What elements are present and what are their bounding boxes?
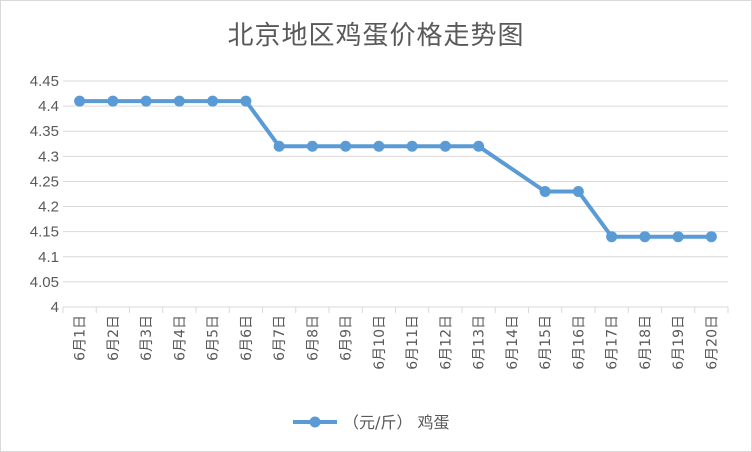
x-tick-label: 6月9日 [339, 315, 355, 361]
data-point [439, 140, 451, 152]
data-point [572, 185, 584, 197]
y-tick-label: 4.2 [38, 199, 59, 216]
data-point [340, 140, 352, 152]
y-tick-label: 4.25 [30, 173, 59, 190]
x-axis: 6月1日 6月2日 6月3日 6月4日 6月5日 6月6日 6月7日 6月8日 6月9日 6月10… [62, 307, 729, 370]
x-tick-label: 6月17日 [605, 315, 621, 370]
x-tick-label: 6月4日 [172, 315, 188, 361]
x-tick-label: 6月18日 [638, 315, 654, 370]
data-point [107, 95, 119, 107]
x-tick-label: 6月19日 [671, 315, 687, 370]
series [74, 95, 717, 243]
legend-label: （元/斤） 鸡蛋 [343, 413, 449, 432]
x-tick-label: 6月16日 [571, 315, 587, 370]
x-tick-label: 6月2日 [106, 315, 122, 361]
x-tick-label: 6月20日 [704, 315, 720, 370]
y-tick-label: 4.3 [38, 148, 59, 165]
x-tick-label: 6月11日 [405, 315, 421, 370]
data-point [240, 95, 252, 107]
x-tick-label: 6月14日 [505, 315, 521, 370]
y-tick-label: 4.35 [30, 123, 59, 140]
gridlines [63, 80, 728, 308]
x-tick-label: 6月6日 [239, 315, 255, 361]
data-point [373, 140, 385, 152]
x-tick-label: 6月1日 [73, 315, 89, 361]
y-tick-label: 4.15 [30, 224, 59, 241]
x-tick-label: 6月7日 [272, 315, 288, 361]
data-point [306, 140, 318, 152]
data-point [473, 140, 485, 152]
data-point [273, 140, 285, 152]
data-point [406, 140, 418, 152]
x-tick-label: 6月10日 [372, 315, 388, 370]
y-tick-label: 4.1 [38, 249, 59, 266]
data-point [539, 185, 551, 197]
x-tick-label: 6月5日 [206, 315, 222, 361]
y-tick-label: 4.05 [30, 274, 59, 291]
y-tick-label: 4.4 [38, 98, 59, 115]
x-tick-label: 6月8日 [305, 315, 321, 361]
y-tick-label: 4 [51, 299, 59, 316]
x-tick-label: 6月3日 [139, 315, 155, 361]
x-tick-label: 6月15日 [538, 315, 554, 370]
y-tick-label: 4.45 [30, 73, 59, 90]
data-point [672, 231, 684, 243]
legend-marker [309, 416, 321, 428]
data-point [606, 231, 618, 243]
x-tick-label: 6月12日 [438, 315, 454, 370]
x-tick-label: 6月13日 [472, 315, 488, 370]
chart-title: 北京地区鸡蛋价格走势图 [227, 21, 525, 51]
data-point [705, 231, 717, 243]
data-point [639, 231, 651, 243]
data-point [74, 95, 86, 107]
data-point [173, 95, 185, 107]
series-line [79, 99, 712, 239]
data-point [140, 95, 152, 107]
y-axis: 4 4.05 4.1 4.15 4.2 4.25 4.3 4.35 4.4 4.45 [30, 73, 59, 316]
legend: （元/斤） 鸡蛋 [293, 413, 449, 432]
data-point [207, 95, 219, 107]
